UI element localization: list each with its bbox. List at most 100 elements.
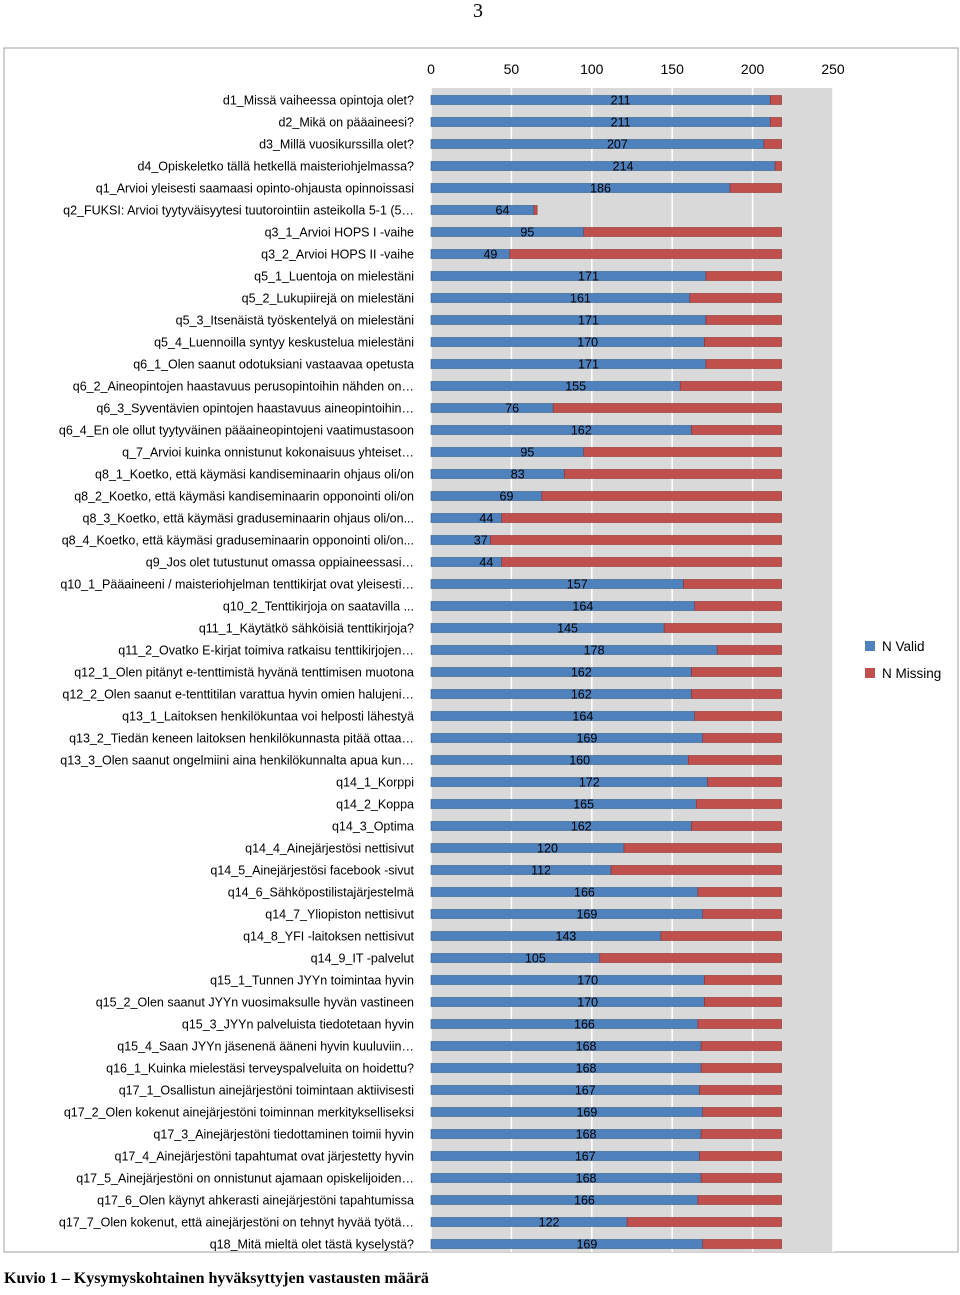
bar-valid <box>430 953 601 963</box>
bar-valid <box>430 975 705 985</box>
bar-missing <box>705 271 782 281</box>
category-label: q15_2_Olen saanut JYYn vuosimaksulle hyv… <box>96 996 414 1010</box>
data-label: 166 <box>574 1194 595 1208</box>
bar-valid <box>430 337 705 347</box>
category-label: q15_3_JYYn palveluista tiedotetaan hyvin <box>182 1018 414 1032</box>
bar-valid <box>430 865 612 875</box>
bar-missing <box>699 1151 782 1161</box>
bar-missing <box>705 315 782 325</box>
bar-missing <box>763 139 782 149</box>
bar-valid <box>430 1063 702 1073</box>
figure-caption: Kuvio 1 – Kysymyskohtainen hyväksyttyjen… <box>4 1270 429 1287</box>
bar-valid <box>430 1239 704 1249</box>
data-label: 162 <box>571 820 592 834</box>
category-label: q17_7_Olen kokenut, että ainejärjestöni … <box>59 1216 414 1230</box>
data-label: 143 <box>556 930 577 944</box>
data-label: 164 <box>572 600 593 614</box>
data-label: 166 <box>574 886 595 900</box>
data-label: 170 <box>577 974 598 988</box>
bar-valid <box>430 755 689 765</box>
data-label: 155 <box>565 380 586 394</box>
data-label: 120 <box>537 842 558 856</box>
category-label: q2_FUKSI: Arvioi tyytyväisyytesi tuutoro… <box>63 204 414 218</box>
bar-missing <box>501 557 782 567</box>
category-label: q14_2_Koppa <box>336 798 414 812</box>
data-label: 44 <box>479 512 493 526</box>
bar-valid <box>430 447 585 457</box>
category-label: q13_2_Tiedän keneen laitoksen henkilökun… <box>69 732 414 746</box>
bar-valid <box>430 733 704 743</box>
bar-missing <box>541 491 782 501</box>
bar-missing <box>694 711 782 721</box>
data-label: 166 <box>574 1018 595 1032</box>
bar-missing <box>490 535 782 545</box>
data-label: 164 <box>572 710 593 724</box>
bar-valid <box>430 579 684 589</box>
bar-missing <box>626 1217 782 1227</box>
data-label: 170 <box>577 336 598 350</box>
bar-missing <box>769 95 782 105</box>
bar-missing <box>702 909 782 919</box>
bar-valid <box>430 95 771 105</box>
bar-valid <box>430 1217 628 1227</box>
bar-missing <box>699 1085 782 1095</box>
bar-valid <box>430 623 665 633</box>
bar-missing <box>700 1041 782 1051</box>
bar-missing <box>687 755 782 765</box>
bar-valid <box>430 711 696 721</box>
legend-label: N Missing <box>882 666 941 681</box>
bar-missing <box>702 1107 782 1117</box>
bar-valid <box>430 645 718 655</box>
bar-missing <box>683 579 782 589</box>
category-label: q14_3_Optima <box>332 820 414 834</box>
category-label: q5_1_Luentoja on mielestäni <box>254 270 414 284</box>
bar-missing <box>501 513 782 523</box>
bar-valid <box>430 205 535 215</box>
bar-valid <box>430 1173 702 1183</box>
category-label: q5_3_Itsenäistä työskentelyä on mielestä… <box>176 314 414 328</box>
data-label: 76 <box>505 402 519 416</box>
category-label: q8_1_Koetko, että käymäsi kandiseminaari… <box>95 468 414 482</box>
category-labels: d1_Missä vaiheessa opintoja olet? d2_Mikä… <box>59 94 415 1252</box>
category-label: q6_2_Aineopintojen haastavuus perusopint… <box>73 380 414 394</box>
category-label: q14_5_Ainejärjestösi facebook -sivut <box>210 864 414 878</box>
bar-missing <box>704 975 782 985</box>
data-label: 171 <box>578 270 599 284</box>
bar-missing <box>583 227 782 237</box>
bar-missing <box>599 953 782 963</box>
category-label: q15_1_Tunnen JYYn toimintaa hyvin <box>210 974 414 988</box>
data-label: 64 <box>496 204 510 218</box>
category-label: d4_Opiskeletko tällä hetkellä maisterioh… <box>137 160 414 174</box>
category-label: q11_1_Käytätkö sähköisiä tenttikirjoja? <box>199 622 414 636</box>
bar-missing <box>691 667 782 677</box>
bar-valid <box>430 931 662 941</box>
bar-missing <box>694 601 782 611</box>
bar-missing <box>700 1129 782 1139</box>
bar-valid <box>430 271 707 281</box>
bar-missing <box>583 447 782 457</box>
data-label: 170 <box>577 996 598 1010</box>
category-label: q17_3_Ainejärjestöni tiedottaminen toimi… <box>153 1128 414 1142</box>
data-label: 169 <box>576 908 597 922</box>
category-label: q13_1_Laitoksen henkilökuntaa voi helpos… <box>122 710 414 724</box>
data-label: 162 <box>571 424 592 438</box>
category-label: q6_4_En ole ollut tyytyväinen pääaineopi… <box>59 424 414 438</box>
bar-missing <box>700 1173 782 1183</box>
bar-missing <box>689 293 782 303</box>
data-label: 186 <box>590 182 611 196</box>
bar-missing <box>696 799 782 809</box>
category-label: q17_6_Olen käynyt ahkerasti ainejärjestö… <box>97 1194 414 1208</box>
x-tick-label: 0 <box>427 61 435 77</box>
data-label: 211 <box>611 94 631 108</box>
category-label: q15_4_Saan JYYn jäsenenä ääneni hyvin ku… <box>117 1040 414 1054</box>
data-label: 171 <box>578 358 599 372</box>
data-label: 207 <box>607 138 628 152</box>
bar-missing <box>623 843 782 853</box>
category-label: q18_Mitä mieltä olet tästä kyselystä? <box>210 1238 414 1252</box>
x-tick-label: 200 <box>741 61 765 77</box>
bar-valid <box>430 1085 700 1095</box>
data-label: 169 <box>576 1106 597 1120</box>
data-label: 105 <box>525 952 546 966</box>
bar-valid <box>430 1019 699 1029</box>
